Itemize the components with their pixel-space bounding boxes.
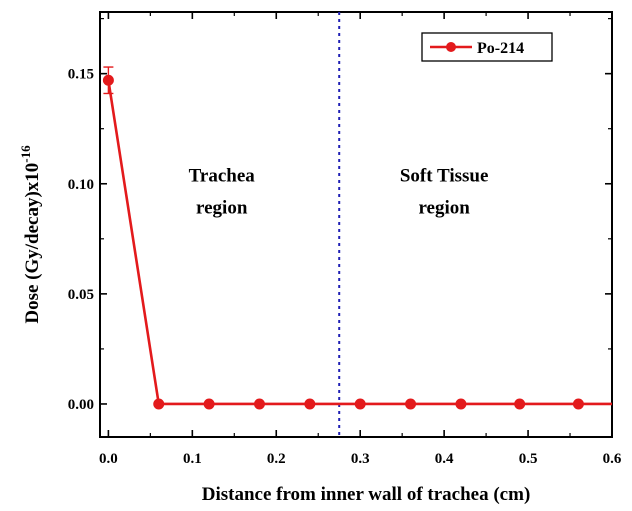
x-tick-label: 0.1: [183, 451, 202, 467]
legend-marker: [446, 42, 456, 52]
x-tick-label: 0.5: [519, 451, 538, 467]
legend-label: Po-214: [477, 40, 524, 57]
data-point: [572, 398, 584, 410]
series-line-po-214: [107, 80, 612, 406]
data-point: [514, 398, 526, 410]
x-tick-label: 0.2: [267, 451, 286, 467]
x-tick-label: 0.6: [603, 451, 622, 467]
region-label: region: [196, 198, 248, 219]
data-point: [405, 398, 417, 410]
y-tick-label: 0.05: [68, 287, 94, 303]
x-axis-title: Distance from inner wall of trachea (cm): [202, 484, 531, 505]
data-point: [304, 398, 316, 410]
plot-frame: [99, 11, 613, 438]
data-point: [203, 398, 215, 410]
data-point: [253, 398, 265, 410]
y-tick-label: 0.00: [68, 397, 94, 413]
region-label: region: [418, 198, 470, 219]
y-tick-label: 0.15: [68, 67, 94, 83]
data-point: [354, 398, 366, 410]
x-tick-label: 0.0: [99, 451, 118, 467]
y-axis-title-main: Dose (Gy/decay)x10: [22, 163, 43, 324]
y-axis-title: Dose (Gy/decay)x10-16: [18, 145, 43, 324]
region-label: Trachea: [189, 166, 256, 187]
data-point: [153, 398, 165, 410]
x-tick-label: 0.3: [351, 451, 370, 467]
region-label: Soft Tissue: [400, 166, 489, 187]
x-tick-label: 0.4: [435, 451, 454, 467]
data-point: [102, 74, 114, 86]
y-axis-title-exponent: -16: [18, 145, 33, 163]
data-point: [455, 398, 467, 410]
y-tick-label: 0.10: [68, 177, 94, 193]
